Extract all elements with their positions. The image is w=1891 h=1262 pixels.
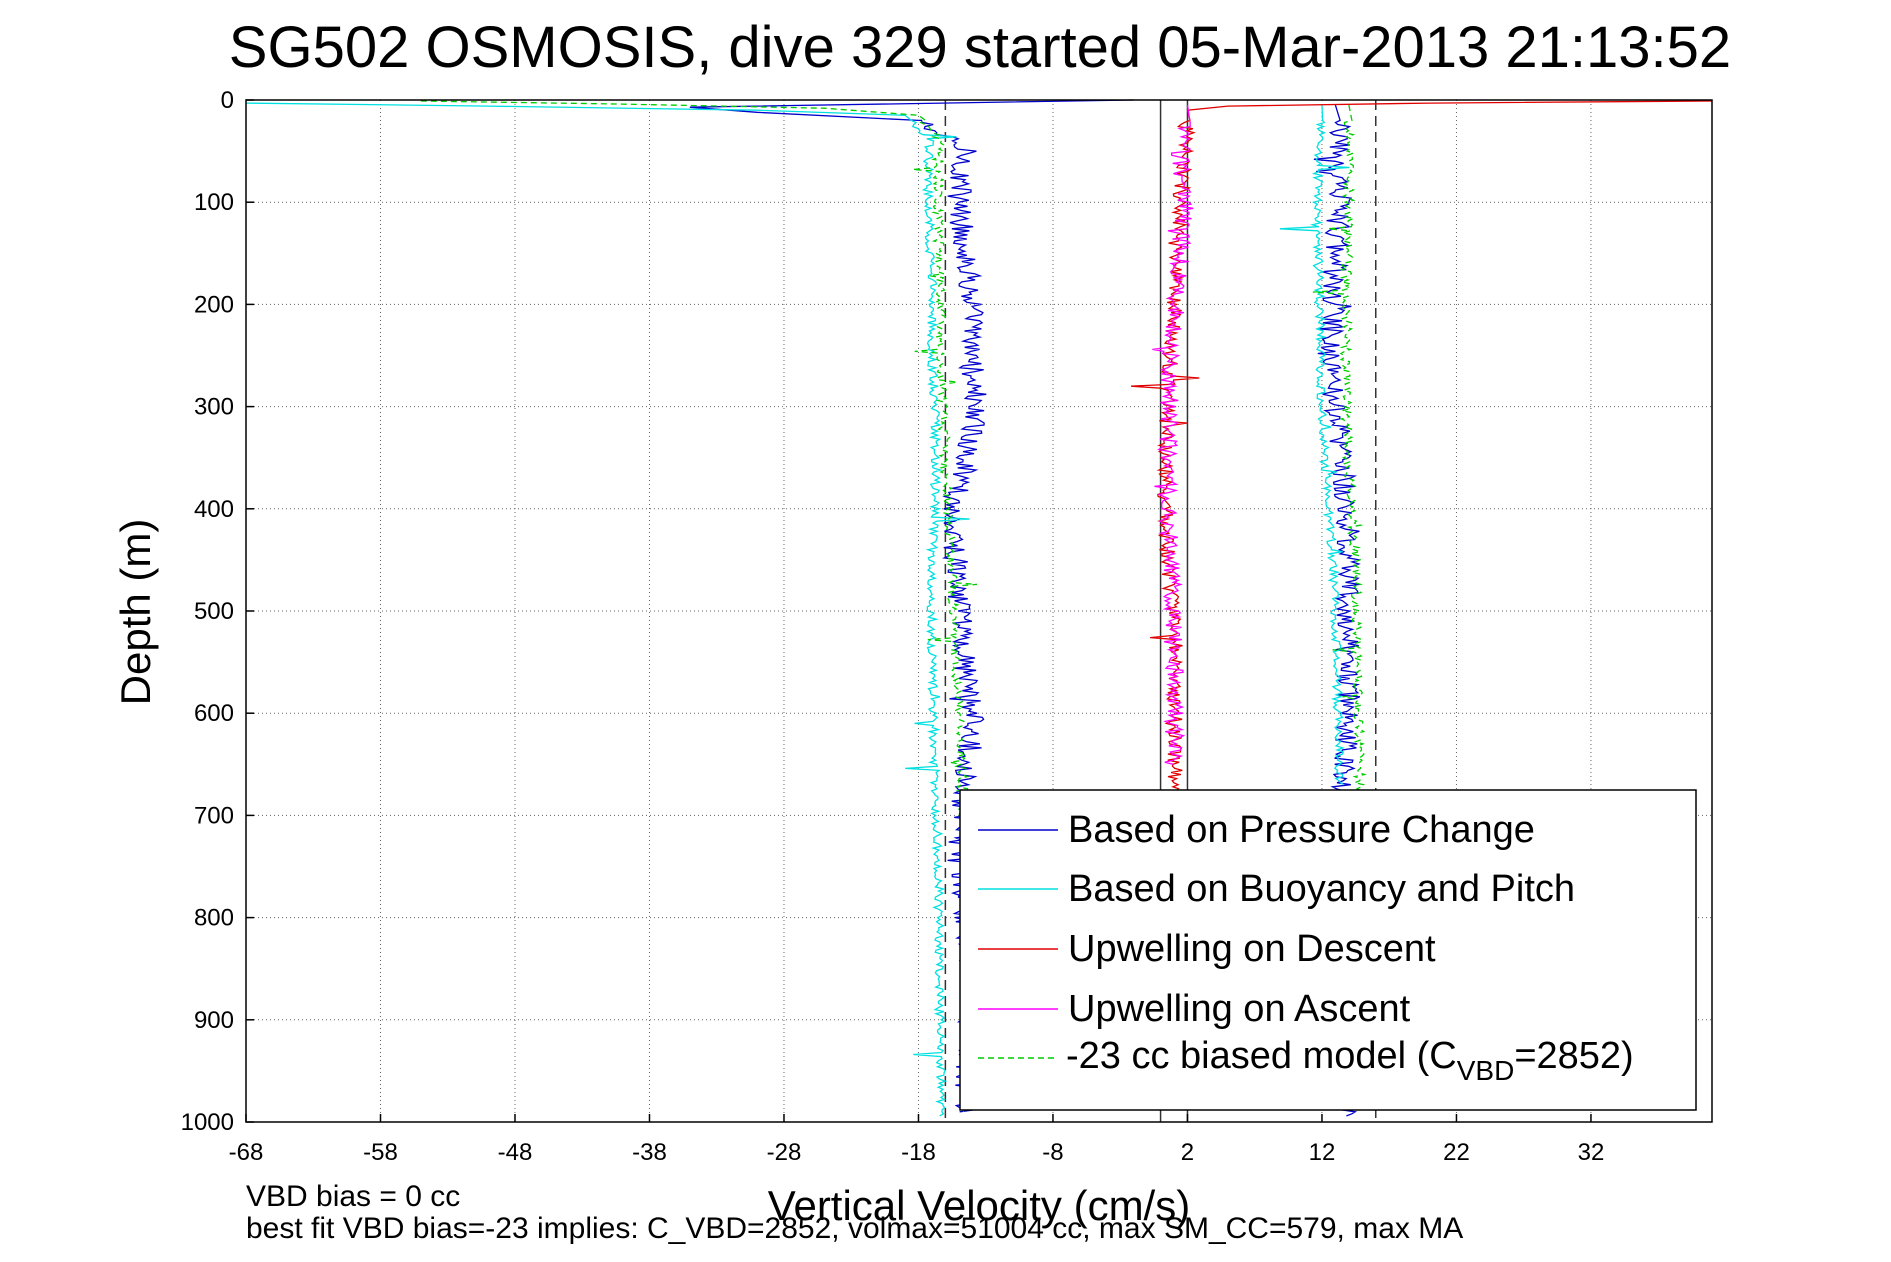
legend-label-upwelling-ascent: Upwelling on Ascent	[1068, 988, 1411, 1030]
y-tick-label: 700	[194, 802, 234, 829]
y-tick-label: 500	[194, 598, 234, 625]
x-tick-label: 12	[1309, 1139, 1336, 1166]
axis-ticks: -68 -58 -48 -38 -28 -18 -8 2 12 22 32 0 100 200 300 400…	[181, 87, 1605, 1166]
series-based-on-buoyancy-and-pitch	[245, 102, 1350, 1117]
legend-label-buoyancy: Based on Buoyancy and Pitch	[1068, 868, 1575, 910]
x-tick-label: 32	[1578, 1139, 1605, 1166]
y-tick-label: 600	[194, 700, 234, 727]
series-based-on-buoyancy-and-pitch-profile	[245, 102, 970, 1117]
x-tick-label: -58	[363, 1139, 398, 1166]
x-tick-label: -18	[901, 1139, 936, 1166]
y-axis-label: Depth (m)	[112, 519, 159, 706]
x-tick-label: 2	[1181, 1139, 1194, 1166]
legend-label-model-suffix: =2852)	[1514, 1035, 1633, 1077]
legend-swatches	[978, 829, 1058, 1059]
x-tick-label: -68	[229, 1139, 264, 1166]
x-tick-label: -38	[632, 1139, 667, 1166]
legend-label-model-main: -23 cc biased model (C	[1066, 1035, 1457, 1077]
y-tick-label: 400	[194, 496, 234, 523]
series-upwelling-on-ascent-profile	[1152, 105, 1194, 765]
series-upwelling-on-ascent	[1152, 105, 1194, 765]
y-tick-label: 100	[194, 189, 234, 216]
series-23-cc-biased-model-c-vbd-2852-profile	[1312, 104, 1367, 796]
y-tick-label: 0	[221, 87, 234, 114]
x-tick-label: -8	[1042, 1139, 1063, 1166]
vbd-bias-note: VBD bias = 0 cc	[246, 1180, 461, 1213]
legend-box	[959, 789, 1697, 1111]
y-tick-label: 200	[194, 291, 234, 318]
y-tick-label: 900	[194, 1007, 234, 1034]
y-tick-label: 800	[194, 905, 234, 932]
legend: Based on Pressure Change Based on Buoyan…	[959, 789, 1697, 1111]
y-tick-label: 1000	[181, 1109, 234, 1136]
legend-label-upwelling-descent: Upwelling on Descent	[1068, 928, 1436, 970]
chart-title: SG502 OSMOSIS, dive 329 started 05-Mar-2…	[229, 15, 1731, 80]
x-tick-label: 22	[1443, 1139, 1470, 1166]
legend-label-pressure: Based on Pressure Change	[1068, 809, 1535, 851]
legend-label-model-subscript: VBD	[1457, 1055, 1515, 1086]
series-based-on-buoyancy-and-pitch-profile	[1279, 105, 1350, 786]
x-tick-label: -48	[498, 1139, 533, 1166]
legend-label-model: -23 cc biased model (CVBD=2852)	[1066, 1035, 1634, 1086]
best-fit-note: best fit VBD bias=-23 implies: C_VBD=285…	[246, 1212, 1464, 1245]
x-tick-label: -28	[767, 1139, 802, 1166]
x-axis-label: Vertical Velocity (cm/s)	[768, 1182, 1190, 1229]
y-tick-label: 300	[194, 394, 234, 421]
